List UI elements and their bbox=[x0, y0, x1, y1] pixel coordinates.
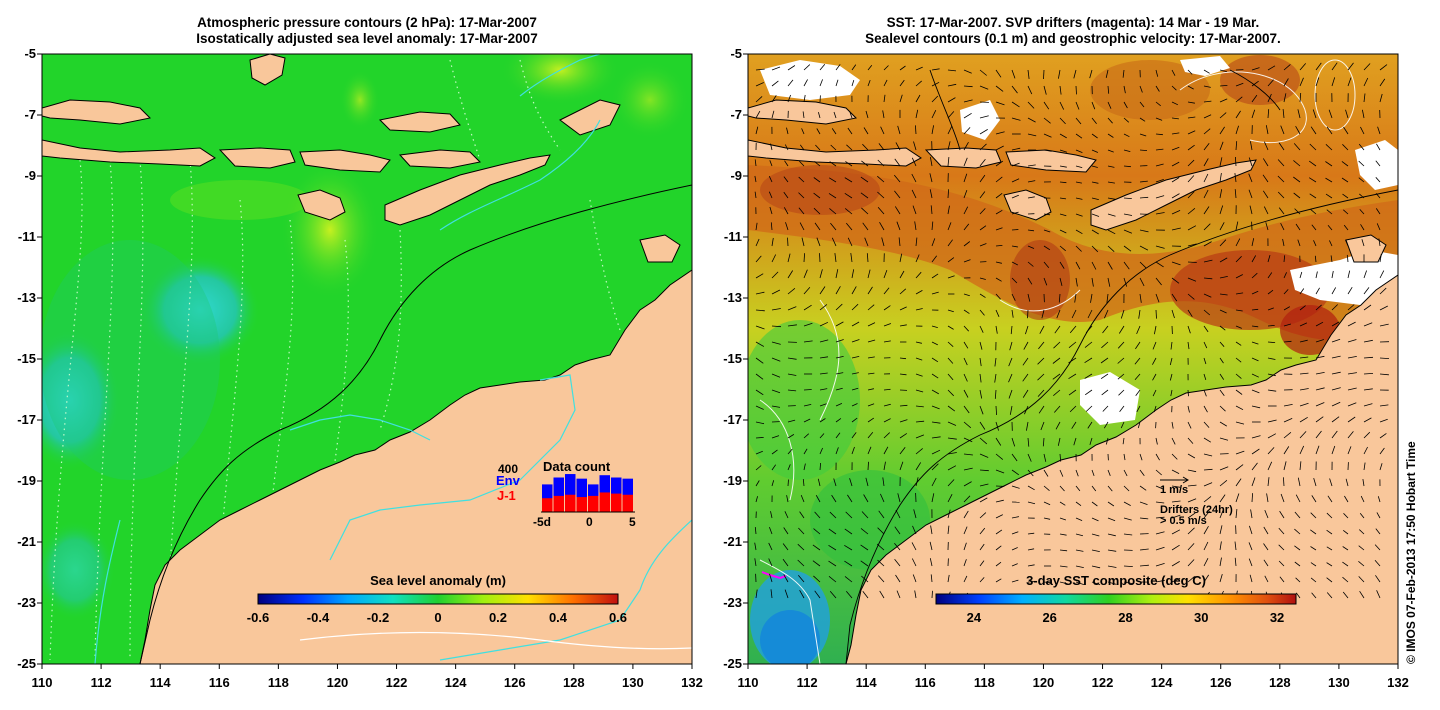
inset-j1-bar bbox=[599, 492, 610, 512]
left-x-tick-label: 126 bbox=[503, 675, 526, 690]
right-x-tick-label: 110 bbox=[737, 675, 759, 690]
right-y-tick-label: -19 bbox=[723, 473, 742, 488]
sla-colorbar-title: Sea level anomaly (m) bbox=[370, 573, 506, 588]
right-title-line1: SST: 17-Mar-2007. SVP drifters (magenta)… bbox=[886, 15, 1260, 30]
left-x-tick-label: 120 bbox=[326, 675, 349, 690]
right-x-tick-label: 132 bbox=[1387, 675, 1409, 690]
inset-j1-bar bbox=[565, 494, 576, 512]
right-y-tick-label: -21 bbox=[723, 534, 742, 549]
left-x-tick-label: 110 bbox=[31, 675, 53, 690]
right-y-tick-label: -25 bbox=[723, 656, 742, 671]
inset-j1-bar bbox=[588, 495, 599, 512]
left-x-tick-label: 130 bbox=[622, 675, 644, 690]
sla-colorbar-tick-label: 0.4 bbox=[548, 610, 568, 625]
sst-colorbar-tick-label: 24 bbox=[966, 610, 982, 625]
right-x-tick-label: 122 bbox=[1091, 675, 1114, 690]
right-x-tick-label: 128 bbox=[1268, 675, 1291, 690]
inset-x-tick-zero: 0 bbox=[586, 515, 593, 529]
left-y-tick-label: -11 bbox=[17, 229, 36, 244]
right-x-tick-label: 118 bbox=[973, 675, 995, 690]
left-x-tick-label: 118 bbox=[267, 675, 289, 690]
velocity-scale-label: 1 m/s bbox=[1160, 484, 1189, 496]
inset-x-tick-start: -5d bbox=[533, 515, 551, 529]
right-y-tick-label: -7 bbox=[730, 107, 742, 122]
left-x-tick-label: 122 bbox=[385, 675, 408, 690]
right-y-tick-label: -11 bbox=[723, 229, 742, 244]
right-title-line2: Sealevel contours (0.1 m) and geostrophi… bbox=[865, 31, 1281, 46]
inset-j1-bar bbox=[611, 493, 622, 512]
right-x-tick-label: 114 bbox=[855, 675, 877, 690]
inset-max-label: 400 bbox=[498, 462, 519, 476]
sla-colorbar bbox=[257, 593, 619, 605]
right-x-tick-label: 112 bbox=[796, 675, 818, 690]
left-title-line1: Atmospheric pressure contours (2 hPa): 1… bbox=[197, 15, 537, 30]
inset-j1-bar bbox=[576, 497, 587, 512]
right-x-tick-label: 116 bbox=[914, 675, 936, 690]
right-y-tick-label: -13 bbox=[723, 290, 742, 305]
sea-level-anomaly-map bbox=[42, 54, 692, 664]
left-x-tick-label: 112 bbox=[90, 675, 112, 690]
inset-series-j1: J-1 bbox=[497, 488, 516, 503]
left-x-tick-label: 116 bbox=[208, 675, 230, 690]
right-y-tick-label: -17 bbox=[723, 412, 742, 427]
right-x-tick-label: 120 bbox=[1032, 675, 1055, 690]
left-y-tick-label: -23 bbox=[17, 595, 36, 610]
right-x-tick-label: 124 bbox=[1150, 675, 1173, 690]
right-x-tick-label: 130 bbox=[1328, 675, 1350, 690]
sla-colorbar-tick-label: 0 bbox=[434, 610, 442, 625]
sst-colorbar-tick-label: 28 bbox=[1118, 610, 1133, 625]
sla-colorbar-tick-label: -0.6 bbox=[246, 610, 270, 625]
inset-env-bar bbox=[553, 477, 564, 512]
left-y-tick-label: -13 bbox=[17, 290, 36, 305]
left-x-tick-label: 132 bbox=[681, 675, 703, 690]
drifters-label: Drifters (24hr) bbox=[1160, 504, 1233, 516]
left-x-tick-label: 114 bbox=[149, 675, 171, 690]
inset-series-env: Env bbox=[496, 473, 520, 488]
sst-colorbar-tick-label: 26 bbox=[1042, 610, 1057, 625]
sla-colorbar-tick-label: -0.4 bbox=[306, 610, 330, 625]
left-y-tick-label: -9 bbox=[24, 168, 36, 183]
right-y-tick-label: -15 bbox=[723, 351, 742, 366]
right-y-tick-label: -9 bbox=[730, 168, 742, 183]
right-y-tick-label: -5 bbox=[730, 46, 742, 61]
sst-colorbar-tick-label: 32 bbox=[1269, 610, 1285, 625]
right-x-tick-label: 126 bbox=[1209, 675, 1232, 690]
left-x-tick-label: 128 bbox=[562, 675, 585, 690]
sla-colorbar-tick-label: -0.2 bbox=[366, 610, 390, 625]
left-y-tick-label: -7 bbox=[24, 107, 36, 122]
left-y-tick-label: -17 bbox=[17, 412, 36, 427]
left-y-tick-label: -5 bbox=[24, 46, 36, 61]
left-y-tick-label: -19 bbox=[17, 473, 36, 488]
left-y-tick-label: -25 bbox=[17, 656, 36, 671]
sst-colorbar-title: 3-day SST composite (deg C) bbox=[1026, 573, 1206, 588]
left-title-line2: Isostatically adjusted sea level anomaly… bbox=[196, 31, 538, 46]
credit-text: © IMOS 07-Feb-2013 17:50 Hobart Time bbox=[1404, 441, 1418, 664]
data-count-inset bbox=[541, 474, 635, 513]
left-y-tick-label: -15 bbox=[17, 351, 36, 366]
inset-j1-bar bbox=[553, 495, 564, 512]
inset-x-tick-end: 5 bbox=[629, 515, 636, 529]
sst-colorbar-tick-label: 30 bbox=[1194, 610, 1209, 625]
sst-colorbar bbox=[935, 593, 1297, 605]
right-y-tick-label: -23 bbox=[723, 595, 742, 610]
sla-colorbar-tick-label: 0.2 bbox=[488, 610, 508, 625]
inset-j1-bar bbox=[542, 498, 553, 512]
left-y-tick-label: -21 bbox=[17, 534, 36, 549]
drifter-speed-label: > 0.5 m/s bbox=[1160, 515, 1207, 527]
left-x-tick-label: 124 bbox=[444, 675, 467, 690]
inset-env-bar bbox=[565, 474, 576, 512]
inset-env-bar bbox=[576, 478, 587, 512]
sst-map bbox=[748, 54, 1398, 664]
inset-title: Data count bbox=[543, 459, 611, 474]
sla-colorbar-tick-label: 0.6 bbox=[608, 610, 628, 625]
inset-j1-bar bbox=[622, 494, 633, 512]
